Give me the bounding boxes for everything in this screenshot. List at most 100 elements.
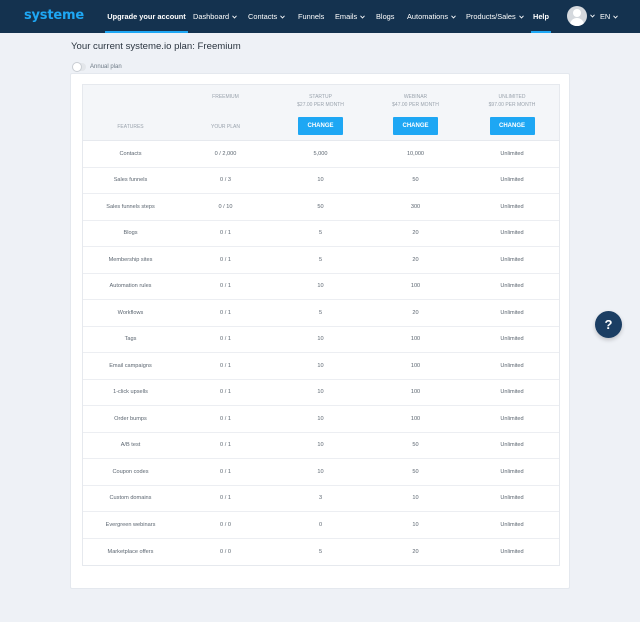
nav-item-label: Automations	[407, 12, 449, 21]
nav-item-dashboard[interactable]: Dashboard	[193, 0, 237, 33]
chevron-down-icon	[232, 14, 237, 19]
unlimited-value: Unlimited	[500, 521, 524, 528]
annual-plan-toggle[interactable]	[72, 62, 86, 72]
unlimited-value: Unlimited	[500, 389, 524, 396]
nav-upgrade-account[interactable]: Upgrade your account	[105, 0, 188, 33]
table-row: 1-click upsells 0 / 1 10 100 Unlimited	[83, 380, 559, 406]
plan-price: $47.00 PER MONTH	[392, 102, 439, 108]
table-row: Sales funnels 0 / 3 10 50 Unlimited	[83, 168, 559, 194]
freemium-value: 0 / 3	[220, 177, 231, 184]
chevron-down-icon[interactable]	[590, 14, 595, 18]
feature-name: Custom domains	[109, 495, 152, 502]
plan-name: FREEMIUM	[212, 94, 239, 100]
feature-name: Email campaigns	[109, 362, 152, 369]
change-webinar-button[interactable]: CHANGE	[393, 117, 438, 135]
table-row: Tags 0 / 1 10 100 Unlimited	[83, 327, 559, 353]
feature-name: Coupon codes	[112, 468, 149, 475]
unlimited-value: Unlimited	[500, 150, 524, 157]
nav-item-contacts[interactable]: Contacts	[248, 0, 286, 33]
unlimited-value: Unlimited	[500, 495, 524, 502]
chevron-down-icon	[451, 14, 456, 19]
feature-name: Sales funnels	[113, 177, 148, 184]
freemium-value: 0 / 1	[220, 389, 231, 396]
feature-name: Sales funnels steps	[106, 203, 155, 210]
nav-item-products-sales[interactable]: Products/Sales	[466, 0, 524, 33]
nav-upgrade-label: Upgrade your account	[107, 12, 186, 21]
page-title: Your current systeme.io plan: Freemium	[71, 41, 241, 52]
startup-value: 10	[317, 177, 324, 184]
plans-rows: Contacts 0 / 2,000 5,000 10,000 Unlimited Sal…	[83, 141, 559, 565]
change-startup-button[interactable]: CHANGE	[298, 117, 343, 135]
table-row: Coupon codes 0 / 1 10 50 Unlimited	[83, 459, 559, 486]
webinar-value: 10,000	[406, 150, 425, 157]
webinar-value: 100	[410, 415, 421, 422]
table-row: Membership sites 0 / 1 5 20 Unlimited	[83, 247, 559, 274]
plan-unlimited-header: UNLIMITED $97.00 PER MONTH	[463, 94, 561, 114]
plan-name: STARTUP	[309, 94, 332, 100]
avatar[interactable]	[567, 6, 587, 26]
feature-name: Marketplace offers	[107, 548, 154, 555]
change-startup-button-wrap: CHANGE	[273, 117, 368, 135]
webinar-value: 50	[412, 468, 419, 475]
language-selector[interactable]: EN	[600, 0, 619, 33]
startup-value: 50	[317, 203, 324, 210]
change-unlimited-button[interactable]: CHANGE	[489, 117, 535, 135]
systeme-logo[interactable]: systeme	[24, 8, 84, 23]
chevron-down-icon	[360, 14, 366, 19]
feature-name: Blogs	[123, 230, 138, 237]
nav-item-funnels[interactable]: Funnels	[298, 0, 324, 33]
features-header: FEATURES	[117, 124, 144, 130]
plan-name: WEBINAR	[403, 94, 428, 100]
startup-value: 5	[318, 256, 323, 263]
webinar-value: 50	[412, 177, 419, 184]
startup-value: 3	[318, 495, 323, 502]
your-plan-label: YOUR PLAN	[211, 124, 240, 130]
startup-value: 5	[318, 309, 323, 316]
startup-value: 0	[318, 521, 323, 528]
nav-item-emails[interactable]: Emails	[335, 0, 366, 33]
change-unlimited-button-wrap: CHANGE	[463, 117, 561, 135]
feature-name: Automation rules	[109, 283, 152, 290]
nav-item-help[interactable]: Help	[531, 0, 551, 33]
top-navigation-bar: systeme Upgrade your account Dashboard C…	[0, 0, 640, 33]
plans-comparison-table: FEATURES FREEMIUM YOUR PLAN STARTUP $27.…	[82, 84, 560, 566]
freemium-value: 0 / 1	[220, 256, 231, 263]
unlimited-value: Unlimited	[500, 203, 524, 210]
webinar-value: 50	[412, 442, 419, 449]
startup-value: 10	[317, 389, 324, 396]
help-button[interactable]: ?	[595, 311, 622, 338]
unlimited-value: Unlimited	[500, 415, 524, 422]
freemium-value: 0 / 1	[220, 283, 231, 290]
webinar-value: 10	[412, 521, 419, 528]
table-row: Email campaigns 0 / 1 10 100 Unlimited	[83, 353, 559, 380]
table-row: A/B test 0 / 1 10 50 Unlimited	[83, 433, 559, 459]
nav-item-label: Blogs	[376, 12, 395, 21]
freemium-value: 0 / 1	[220, 415, 231, 422]
webinar-value: 20	[412, 309, 419, 316]
table-row: Order bumps 0 / 1 10 100 Unlimited	[83, 406, 559, 433]
feature-name: Order bumps	[114, 415, 147, 422]
freemium-value: 0 / 1	[220, 442, 231, 449]
nav-item-label: Products/Sales	[466, 12, 516, 21]
feature-name: Membership sites	[108, 256, 153, 263]
feature-name: A/B test	[120, 442, 141, 449]
annual-plan-toggle-wrap: Annual plan	[72, 62, 122, 72]
nav-item-blogs[interactable]: Blogs	[376, 0, 395, 33]
toggle-knob	[72, 62, 82, 72]
nav-item-automations[interactable]: Automations	[407, 0, 456, 33]
feature-name: 1-click upsells	[113, 389, 148, 396]
avatar-head-shape	[573, 9, 581, 17]
nav-help-label: Help	[532, 12, 549, 21]
table-row: Evergreen webinars 0 / 0 0 10 Unlimited	[83, 512, 559, 539]
question-mark-icon: ?	[604, 317, 613, 332]
unlimited-value: Unlimited	[500, 442, 524, 449]
webinar-value: 20	[412, 548, 419, 555]
startup-value: 10	[317, 415, 324, 422]
freemium-value: 0 / 0	[220, 521, 231, 528]
webinar-value: 100	[410, 362, 421, 369]
feature-name: Workflows	[117, 309, 144, 316]
change-webinar-button-wrap: CHANGE	[368, 117, 463, 135]
table-row: Sales funnels steps 0 / 10 50 300 Unlimited	[83, 194, 559, 221]
startup-value: 5,000	[313, 150, 328, 157]
feature-name: Contacts	[119, 150, 142, 157]
